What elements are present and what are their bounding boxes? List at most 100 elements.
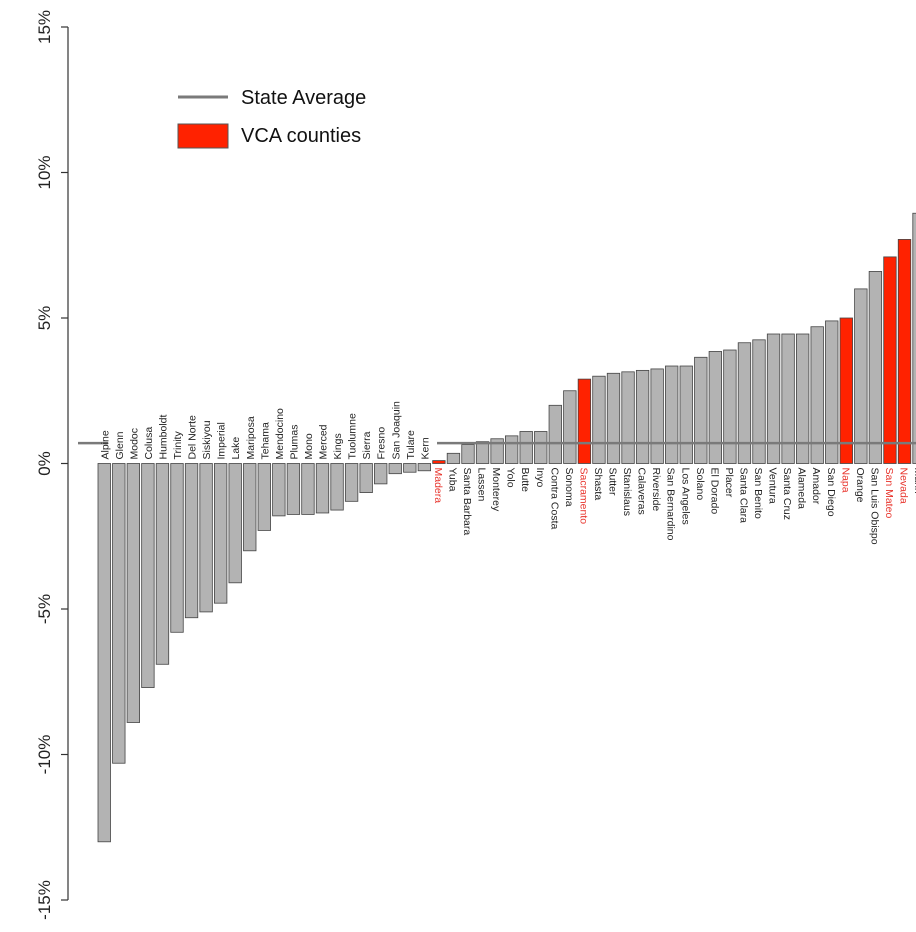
county-label: Madera bbox=[432, 468, 444, 504]
bar-san-mateo bbox=[883, 256, 897, 464]
county-label: Plumas bbox=[288, 424, 300, 459]
county-label: Colusa bbox=[143, 427, 155, 460]
bar-kern bbox=[417, 463, 432, 472]
bar-imperial bbox=[213, 463, 228, 604]
county-label: Imperial bbox=[216, 422, 228, 459]
county-label: Placer bbox=[723, 468, 735, 498]
bar-san-luis-obispo bbox=[868, 271, 883, 464]
county-label: Lassen bbox=[476, 468, 488, 502]
bar-lassen bbox=[475, 441, 490, 464]
y-axis: -15% -10% -5% 0% 5% 10% 15% bbox=[35, 10, 69, 920]
county-label: Alameda bbox=[796, 468, 808, 510]
bar-tuolumne bbox=[344, 463, 359, 502]
bar-fresno bbox=[374, 463, 388, 485]
bar-marin bbox=[912, 212, 916, 464]
county-label: Los Angeles bbox=[679, 468, 691, 525]
bar-alpine bbox=[97, 463, 111, 843]
bar-yuba bbox=[446, 452, 461, 464]
county-label: Glenn bbox=[114, 431, 126, 459]
county-label: Orange bbox=[854, 468, 866, 503]
bar-tehama bbox=[257, 463, 271, 531]
bar-nevada bbox=[897, 239, 912, 464]
bar-monterey bbox=[490, 438, 504, 464]
county-label: Siskiyou bbox=[201, 420, 213, 459]
y-tick-label: -15% bbox=[35, 880, 54, 920]
county-label: Stanislaus bbox=[621, 468, 633, 516]
bar-orange bbox=[854, 288, 868, 464]
county-label: Butte bbox=[519, 468, 531, 493]
bar-group bbox=[97, 212, 916, 843]
bar-los-angeles bbox=[679, 365, 693, 464]
county-label: Mariposa bbox=[245, 416, 257, 459]
bar-riverside bbox=[650, 368, 664, 464]
legend-label-vca-counties: VCA counties bbox=[241, 125, 361, 147]
bar-sutter bbox=[606, 372, 621, 464]
county-label: Napa bbox=[839, 468, 851, 493]
bar-siskiyou bbox=[199, 463, 213, 613]
county-label: Alpine bbox=[99, 430, 111, 459]
bar-stanislaus bbox=[621, 371, 635, 464]
county-label: Del Norte bbox=[187, 415, 199, 460]
bar-contra-costa bbox=[548, 404, 562, 464]
county-label: Tulare bbox=[405, 430, 417, 460]
county-label: San Diego bbox=[825, 468, 837, 517]
county-label: San Luis Obispo bbox=[868, 468, 880, 545]
bar-sierra bbox=[359, 463, 373, 494]
county-label: Riverside bbox=[650, 468, 662, 512]
county-label: Lake bbox=[230, 437, 242, 460]
bar-glenn bbox=[112, 463, 126, 764]
bar-santa-cruz bbox=[781, 333, 795, 464]
county-label: Modoc bbox=[128, 428, 140, 460]
county-label: Trinity bbox=[172, 431, 184, 460]
county-label: Santa Clara bbox=[737, 468, 749, 524]
county-label: San Bernardino bbox=[665, 468, 677, 541]
y-tick-label: 5% bbox=[35, 306, 54, 331]
bar-napa bbox=[839, 317, 853, 464]
county-label: Yolo bbox=[505, 468, 517, 488]
bar-alameda bbox=[796, 333, 810, 464]
bar-calaveras bbox=[635, 369, 650, 464]
bar-ventura bbox=[766, 333, 781, 464]
county-label: Sonoma bbox=[563, 468, 575, 507]
county-label: San Joaquin bbox=[390, 401, 402, 460]
county-label: Fresno bbox=[376, 427, 388, 460]
bar-san-bernardino bbox=[665, 365, 679, 464]
county-label: San Benito bbox=[752, 468, 764, 520]
county-label: Inyo bbox=[534, 468, 546, 488]
bar-mariposa bbox=[243, 463, 257, 552]
county-label: Calaveras bbox=[636, 468, 648, 515]
bar-del-norte bbox=[184, 463, 199, 619]
bar-sonoma bbox=[563, 390, 577, 464]
county-label: Sutter bbox=[607, 468, 619, 497]
bar-placer bbox=[723, 349, 737, 464]
bar-kings bbox=[330, 463, 344, 511]
county-label: Kern bbox=[419, 437, 431, 459]
county-label: Mono bbox=[303, 433, 315, 459]
legend-box-swatch bbox=[177, 123, 229, 149]
bar-merced bbox=[315, 463, 330, 514]
bar-mono bbox=[301, 463, 315, 515]
y-tick-label: 15% bbox=[35, 10, 54, 44]
county-label: Humboldt bbox=[157, 414, 169, 459]
county-label: Nevada bbox=[898, 468, 910, 504]
y-tick-label: -10% bbox=[35, 735, 54, 775]
bar-mendocino bbox=[272, 463, 286, 517]
y-tick-label: 10% bbox=[35, 155, 54, 189]
county-label: San Mateo bbox=[883, 468, 895, 519]
county-label: Monterey bbox=[490, 468, 502, 513]
bar-butte bbox=[519, 431, 533, 464]
county-label: Tehama bbox=[259, 422, 271, 460]
bar-humboldt bbox=[155, 463, 170, 665]
county-label-group: Alpine Glenn Modoc Colusa Humboldt Trinity Del… bbox=[99, 401, 916, 545]
county-label: Contra Costa bbox=[548, 468, 560, 530]
bar-modoc bbox=[126, 463, 140, 723]
bar-solano bbox=[694, 356, 708, 464]
bar-tulare bbox=[403, 463, 417, 473]
county-label: Ventura bbox=[767, 468, 779, 504]
county-label: Shasta bbox=[592, 468, 604, 501]
bar-santa-barbara bbox=[461, 444, 475, 464]
y-tick-label: 0% bbox=[35, 451, 54, 476]
y-tick-label: -5% bbox=[35, 594, 54, 624]
county-label: Merced bbox=[318, 424, 330, 459]
bar-sacramento bbox=[577, 378, 592, 464]
